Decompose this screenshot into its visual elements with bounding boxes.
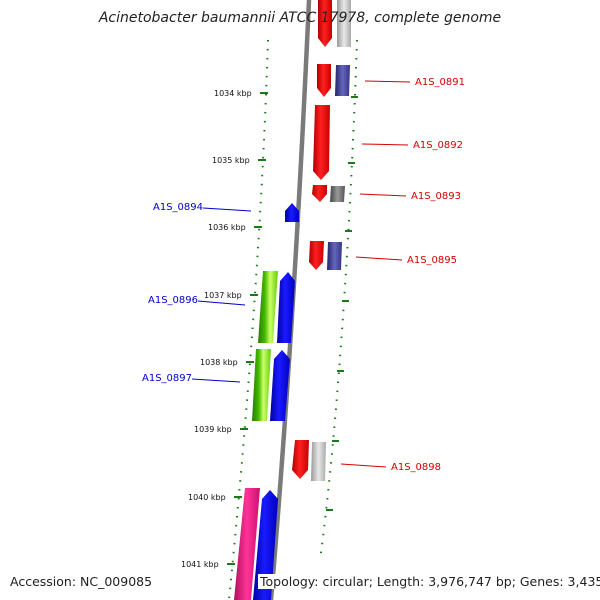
cog-bottom-partial xyxy=(234,488,260,600)
svg-text:1035 kbp: 1035 kbp xyxy=(212,156,250,165)
scale-tick: 1036 kbp xyxy=(208,223,262,232)
cds-a1s-0892 xyxy=(313,105,330,180)
topology-summary: Topology: circular; Length: 3,976,747 bp… xyxy=(258,574,600,589)
scale-tick: 1041 kbp xyxy=(181,560,235,569)
cog-top-partial xyxy=(337,0,351,47)
cog-a1s-0898 xyxy=(311,442,326,481)
cds-a1s-0894 xyxy=(285,203,299,222)
svg-text:A1S_0896: A1S_0896 xyxy=(148,295,198,306)
cds-bottom-partial xyxy=(253,490,278,600)
svg-text:A1S_0892: A1S_0892 xyxy=(413,140,463,151)
svg-text:A1S_0894: A1S_0894 xyxy=(153,202,203,213)
svg-text:1041 kbp: 1041 kbp xyxy=(181,560,219,569)
svg-text:1038 kbp: 1038 kbp xyxy=(200,358,238,367)
cds-a1s-0895 xyxy=(309,241,324,270)
svg-text:1037 kbp: 1037 kbp xyxy=(204,291,242,300)
scale-tick: 1034 kbp xyxy=(214,89,268,98)
gene-label-a1s-0891: A1S_0891 xyxy=(364,77,465,88)
scale-tick: 1039 kbp xyxy=(194,425,248,434)
scale-ticks: 1034 kbp 1035 kbp 1036 kbp 1037 kbp 1038… xyxy=(181,89,268,569)
track-guides xyxy=(228,39,358,600)
svg-text:A1S_0893: A1S_0893 xyxy=(411,191,461,202)
gene-labels: A1S_0891 A1S_0892 A1S_0893 A1S_0894 A1S_… xyxy=(142,77,465,473)
gene-label-a1s-0894: A1S_0894 xyxy=(153,202,252,213)
gene-label-a1s-0896: A1S_0896 xyxy=(148,295,246,306)
svg-text:1034 kbp: 1034 kbp xyxy=(214,89,252,98)
scale-tick: 1040 kbp xyxy=(188,493,242,502)
gene-label-a1s-0898: A1S_0898 xyxy=(340,462,441,473)
scale-tick: 1035 kbp xyxy=(212,156,266,165)
cog-a1s-0891 xyxy=(335,65,350,96)
cds-a1s-0896 xyxy=(277,272,295,343)
cds-a1s-0897 xyxy=(270,350,290,421)
svg-text:1039 kbp: 1039 kbp xyxy=(194,425,232,434)
gene-label-a1s-0893: A1S_0893 xyxy=(359,191,461,202)
cog-a1s-0896 xyxy=(258,271,278,343)
gene-label-a1s-0895: A1S_0895 xyxy=(355,255,457,266)
forward-cog-features xyxy=(311,0,351,481)
svg-text:1040 kbp: 1040 kbp xyxy=(188,493,226,502)
map-title: Acinetobacter baumannii ATCC 17978, comp… xyxy=(98,10,502,26)
cds-top-partial xyxy=(318,0,332,47)
cog-a1s-0897 xyxy=(252,349,271,421)
cds-a1s-0891 xyxy=(317,64,331,97)
svg-text:A1S_0895: A1S_0895 xyxy=(407,255,457,266)
scale-tick: 1038 kbp xyxy=(200,358,254,367)
accession-label: Accession: NC_009085 xyxy=(8,574,155,589)
svg-text:1036 kbp: 1036 kbp xyxy=(208,223,246,232)
reverse-cog-features xyxy=(234,271,278,600)
reverse-cds-features xyxy=(253,203,299,600)
cog-a1s-0895 xyxy=(327,242,342,270)
outer-forward-guide xyxy=(319,39,358,561)
scale-tick: 1037 kbp xyxy=(204,291,258,300)
gene-label-a1s-0892: A1S_0892 xyxy=(361,140,463,151)
cds-a1s-0893 xyxy=(312,185,327,202)
cds-a1s-0898 xyxy=(292,440,309,479)
outer-scale-marks xyxy=(326,96,358,511)
cog-a1s-0893 xyxy=(330,186,345,202)
svg-text:A1S_0898: A1S_0898 xyxy=(391,462,441,473)
gene-label-a1s-0897: A1S_0897 xyxy=(142,373,241,384)
svg-text:A1S_0891: A1S_0891 xyxy=(415,77,465,88)
forward-cds-features xyxy=(292,0,332,479)
svg-text:A1S_0897: A1S_0897 xyxy=(142,373,192,384)
